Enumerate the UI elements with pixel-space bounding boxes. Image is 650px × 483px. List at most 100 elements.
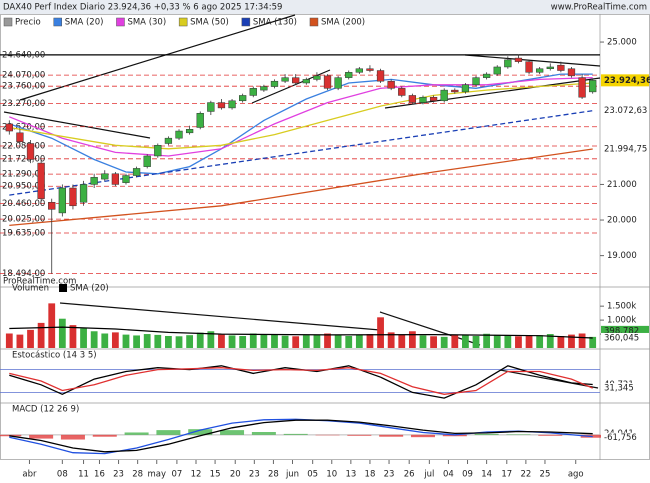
value-label-box bbox=[601, 432, 649, 443]
x-tick-label: 26 bbox=[404, 470, 415, 480]
volume-bar bbox=[133, 335, 140, 348]
candle-body bbox=[589, 80, 597, 93]
x-tick-label: 18 bbox=[365, 470, 376, 480]
candle-body bbox=[323, 75, 332, 89]
candle-body bbox=[249, 88, 257, 96]
watermark: ProRealTime.com bbox=[3, 277, 76, 287]
volume-bar bbox=[228, 335, 236, 348]
candle-body bbox=[270, 80, 279, 87]
volume-bar bbox=[345, 336, 353, 348]
volume-bar bbox=[387, 332, 395, 348]
legend-label: SMA (20) bbox=[70, 284, 109, 294]
x-tick-label: ago bbox=[568, 470, 584, 480]
histogram-bar bbox=[538, 434, 563, 436]
histogram-bar bbox=[347, 434, 372, 436]
volume-bar bbox=[249, 333, 257, 348]
series-line bbox=[9, 418, 593, 455]
series-line bbox=[9, 326, 593, 339]
series-line bbox=[9, 76, 593, 157]
y-tick-label: 1.000k bbox=[607, 316, 636, 326]
candle-body bbox=[398, 88, 406, 96]
header-site: www.ProRealTime.com bbox=[551, 3, 647, 13]
volume-bar bbox=[260, 334, 268, 348]
candle-body bbox=[472, 77, 480, 86]
volume-bar bbox=[239, 336, 247, 348]
volume-bar bbox=[69, 325, 77, 348]
candle-body bbox=[143, 155, 151, 167]
level-label: 24.070,00 bbox=[2, 71, 45, 81]
panel-title: Volumen bbox=[12, 284, 49, 294]
candle-body bbox=[175, 130, 183, 139]
value-label: 360,045 bbox=[604, 333, 639, 343]
candle-body bbox=[493, 66, 501, 75]
candle-body bbox=[79, 184, 88, 203]
volume-bar bbox=[483, 333, 491, 348]
value-label: 23.072,63 bbox=[604, 106, 647, 116]
header-bar bbox=[0, 0, 650, 14]
volume-bar bbox=[196, 332, 204, 348]
x-tick-label: jul bbox=[423, 470, 434, 480]
volume-bar bbox=[48, 303, 56, 348]
volume-bar bbox=[515, 336, 522, 348]
histogram-bar bbox=[220, 430, 245, 435]
candle-body bbox=[132, 168, 141, 176]
candle-body bbox=[313, 75, 321, 80]
x-tick-label: 14 bbox=[481, 470, 492, 480]
x-tick-label: 28 bbox=[268, 470, 279, 480]
candle-body bbox=[26, 143, 35, 160]
x-tick-label: 23 bbox=[384, 470, 395, 480]
candle-body bbox=[260, 86, 268, 91]
x-tick-label: 04 bbox=[443, 470, 454, 480]
legend-label: SMA (130) bbox=[253, 18, 297, 28]
candle-body bbox=[419, 96, 427, 103]
x-tick-label: 17 bbox=[501, 470, 512, 480]
candle-body bbox=[239, 95, 247, 102]
x-tick-label: 25 bbox=[540, 470, 551, 480]
volume-bar bbox=[143, 334, 151, 348]
price-label: 23.924,36 bbox=[604, 76, 650, 86]
value-label: -61,756 bbox=[604, 433, 637, 443]
series-line bbox=[9, 110, 593, 196]
candle-body bbox=[228, 100, 236, 109]
level-label: 24.640,00 bbox=[2, 50, 45, 60]
histogram-bar bbox=[188, 429, 213, 435]
series-line bbox=[9, 367, 593, 395]
candle-body bbox=[546, 66, 554, 70]
legend-swatch bbox=[178, 17, 188, 27]
level-label: 18.494,00 bbox=[2, 269, 45, 279]
candle-body bbox=[440, 89, 448, 102]
x-tick-label: 16 bbox=[94, 470, 105, 480]
value-label: 31,345 bbox=[604, 384, 634, 394]
x-tick-label: 28 bbox=[132, 470, 143, 480]
y-tick-label: 1.500k bbox=[607, 302, 636, 312]
volume-bar bbox=[271, 334, 278, 348]
candle-body bbox=[429, 96, 438, 102]
candle-body bbox=[111, 173, 120, 185]
volume-bar bbox=[493, 334, 501, 348]
legend-swatch bbox=[241, 17, 251, 27]
x-tick-label: 20 bbox=[230, 470, 241, 480]
level-label: 21.720,00 bbox=[2, 154, 45, 164]
volume-bar bbox=[90, 331, 98, 348]
value-label-box bbox=[601, 325, 649, 336]
volume-bar bbox=[80, 328, 87, 348]
x-tick-label: 22 bbox=[520, 470, 531, 480]
volume-bar bbox=[398, 334, 406, 348]
volume-bar bbox=[546, 334, 554, 348]
series-line bbox=[9, 419, 593, 453]
x-tick-label: 23 bbox=[249, 470, 260, 480]
candle-body bbox=[90, 177, 98, 185]
legend-swatch bbox=[3, 17, 13, 27]
volume-bar bbox=[313, 334, 321, 348]
legend-label: SMA (30) bbox=[127, 18, 166, 28]
volume-bar bbox=[16, 334, 24, 348]
volume-bar bbox=[366, 334, 374, 348]
level-label: 23.760,00 bbox=[2, 82, 45, 92]
panel-title: Estocástico (14 3 5) bbox=[12, 351, 97, 361]
candle-body bbox=[48, 201, 56, 210]
volume-bar bbox=[525, 335, 533, 348]
level-label: 19.635,00 bbox=[2, 229, 45, 239]
histogram-bar bbox=[156, 430, 181, 435]
candle-body bbox=[5, 123, 13, 132]
